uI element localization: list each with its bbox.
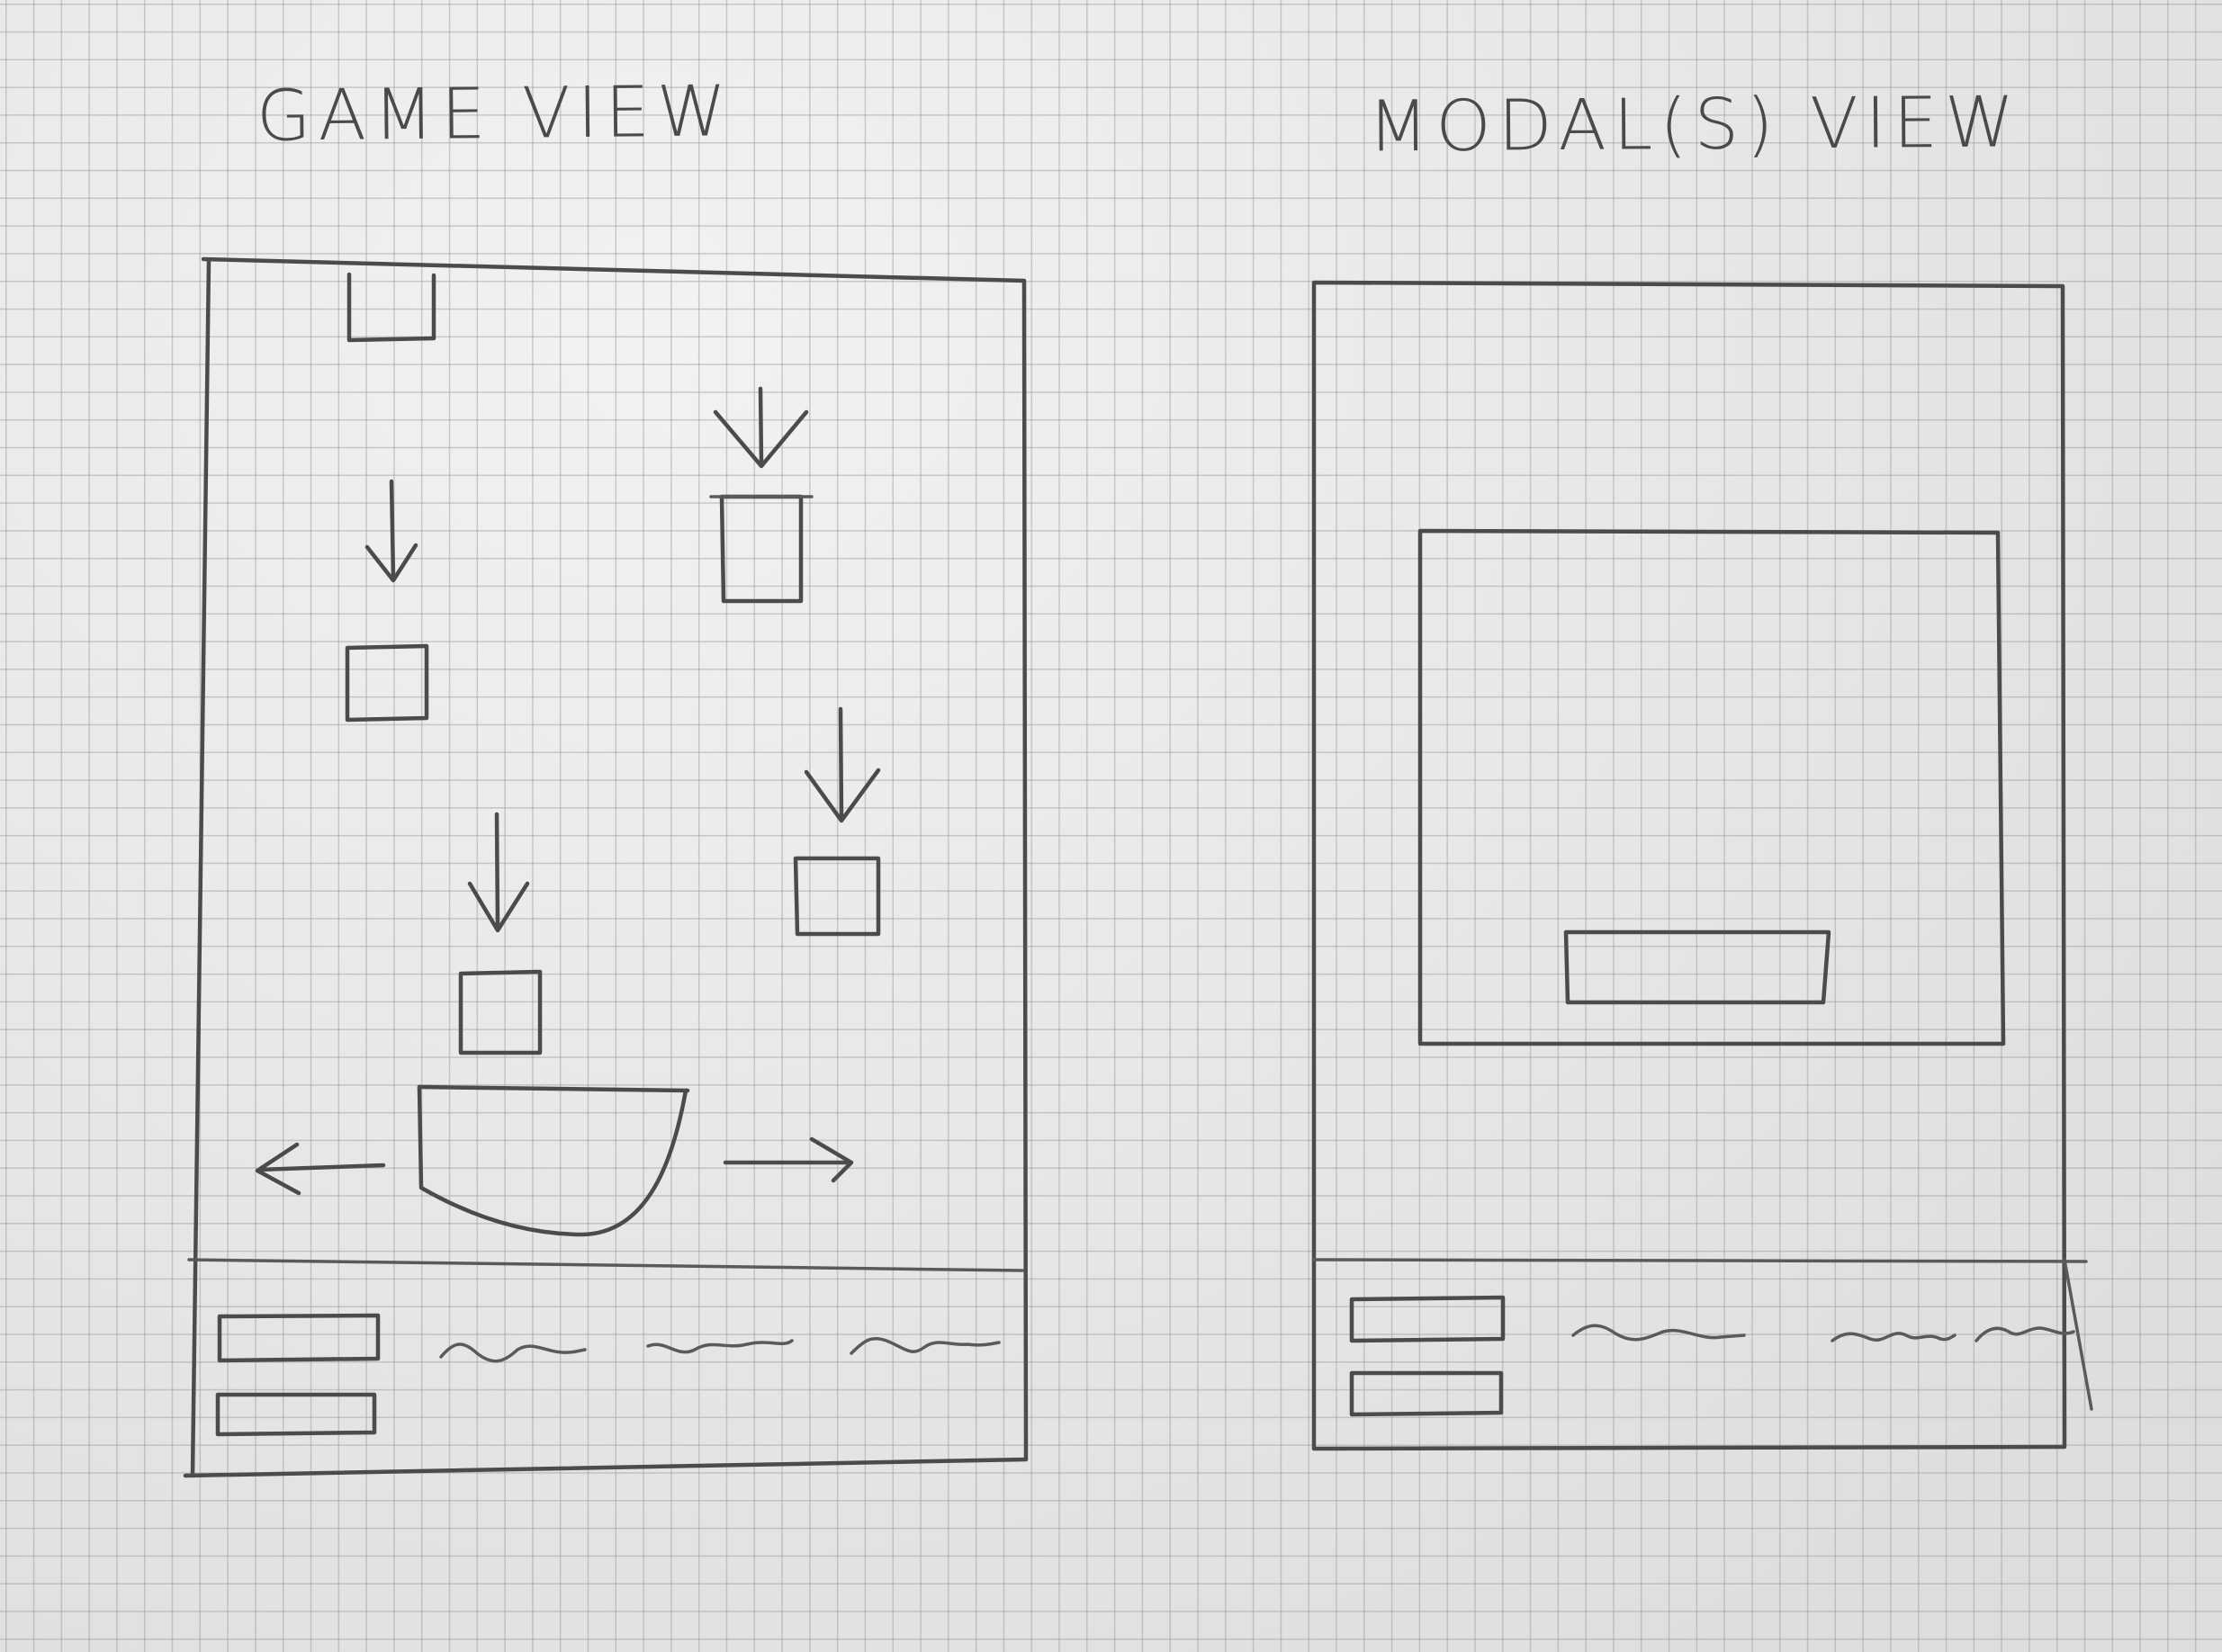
modal-view-footer-divider (1312, 1258, 2088, 1263)
down-arrow-icon (713, 386, 809, 469)
game-view-footer-divider (187, 1258, 1024, 1272)
left-arrow-icon (255, 1142, 386, 1196)
game-footer-button (217, 1313, 381, 1363)
falling-block (793, 856, 881, 937)
falling-block (709, 494, 814, 604)
game-footer-button (215, 1392, 377, 1437)
down-arrow-icon (467, 812, 530, 933)
modal-dialog (1417, 528, 2006, 1046)
down-arrow-icon (804, 706, 881, 823)
right-arrow-icon (723, 1136, 854, 1183)
falling-block (346, 272, 436, 343)
modal-footer-squiggle-text (1831, 1332, 1957, 1342)
game-footer-squiggle-text (646, 1339, 794, 1354)
modal-view-frame (1311, 280, 2093, 1451)
falling-block (345, 643, 429, 723)
game-footer-squiggle-text (850, 1336, 1001, 1355)
modal-footer-squiggle-text (1571, 1324, 1746, 1342)
down-arrow-icon (364, 479, 418, 583)
modal-footer-button (1349, 1295, 1506, 1343)
catcher-bowl (417, 1084, 690, 1237)
modal-footer-squiggle-text (1975, 1326, 2075, 1342)
game-view-frame (183, 256, 1029, 1478)
modal-footer-button (1349, 1370, 1504, 1417)
game-footer-squiggle-text (439, 1342, 587, 1363)
modal-dialog-button (1563, 929, 1831, 1005)
falling-block (458, 969, 543, 1055)
